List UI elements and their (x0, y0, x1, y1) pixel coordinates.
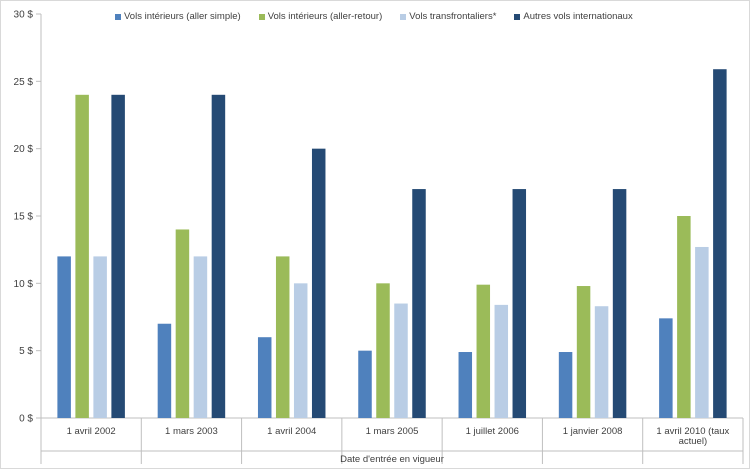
x-tick-label: 1 mars 2005 (366, 426, 419, 437)
bar (376, 283, 390, 418)
bar (257, 337, 272, 418)
bar (394, 303, 408, 418)
bar (75, 94, 89, 419)
bar (311, 148, 326, 418)
y-tick-label: 5 $ (19, 346, 33, 357)
bar (193, 256, 208, 418)
x-tick-label: 1 avril 2010 (taux (656, 426, 729, 437)
x-tick-label: actuel) (679, 436, 708, 447)
bar (157, 323, 172, 418)
y-tick-label: 15 $ (14, 212, 34, 223)
legend-swatch-icon (514, 13, 521, 20)
y-tick-label: 25 $ (14, 77, 34, 88)
legend-item: Vols transfrontaliers* (400, 11, 496, 22)
bar (93, 256, 107, 418)
bar (594, 306, 609, 418)
x-tick-label: 1 avril 2002 (67, 426, 116, 437)
legend: Vols intérieurs (aller simple) Vols inté… (115, 11, 633, 22)
bar (677, 216, 691, 418)
legend-item: Vols intérieurs (aller simple) (115, 11, 241, 22)
bar (211, 94, 226, 419)
bar (713, 69, 727, 419)
bar (275, 256, 290, 418)
bar (412, 189, 426, 418)
legend-item: Autres vols internationaux (514, 11, 633, 22)
bar (57, 256, 71, 418)
bar (558, 352, 573, 418)
legend-label: Vols intérieurs (aller-retour) (267, 11, 383, 22)
y-tick-label: 20 $ (14, 144, 34, 155)
bar (612, 189, 627, 418)
bar (695, 246, 709, 418)
bar (358, 350, 372, 418)
x-tick-label: 1 avril 2004 (267, 426, 316, 437)
bar (293, 283, 308, 418)
bar (175, 229, 190, 418)
legend-label: Vols transfrontaliers* (409, 11, 497, 22)
bar (512, 189, 527, 418)
x-tick-label: 1 mars 2003 (165, 426, 218, 437)
y-tick-label: 30 $ (14, 10, 34, 21)
bar (659, 318, 673, 418)
bar (476, 284, 491, 418)
legend-swatch-icon (400, 13, 407, 20)
bar (111, 94, 125, 419)
bar (494, 304, 509, 418)
legend-label: Autres vols internationaux (523, 11, 633, 22)
x-tick-label: 1 juillet 2006 (466, 426, 519, 437)
legend-swatch-icon (115, 13, 121, 20)
y-tick-label: 0 $ (19, 414, 33, 425)
bar (458, 352, 473, 418)
x-tick-label: 1 janvier 2008 (563, 426, 623, 437)
bar (576, 286, 591, 418)
x-axis-title: Date d'entrée en vigueur (340, 454, 444, 465)
legend-swatch-icon (258, 13, 265, 20)
y-tick-label: 10 $ (14, 279, 34, 290)
legend-label: Vols intérieurs (aller simple) (124, 11, 241, 22)
legend-item: Vols intérieurs (aller-retour) (258, 11, 383, 22)
